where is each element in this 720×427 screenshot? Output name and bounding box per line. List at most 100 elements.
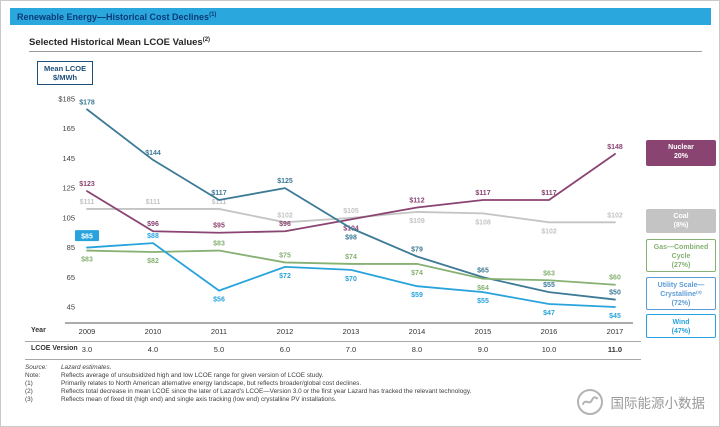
year-tick: 2011 <box>210 327 228 336</box>
year-tick: 2016 <box>540 327 558 336</box>
legend-box-coal: Coal (8%) <box>646 209 716 233</box>
point-label: $55 <box>543 282 555 289</box>
point-label: $178 <box>79 99 95 106</box>
point-label: $148 <box>607 144 623 151</box>
legend-box-gas-combined-cycle: Gas—Combined Cycle (27%) <box>646 239 716 272</box>
point-label: $96 <box>147 221 159 228</box>
point-label: $95 <box>213 223 225 230</box>
point-label: $65 <box>477 267 489 274</box>
point-label: $117 <box>475 190 490 197</box>
footnote-row: (2) Reflects total decrease in mean LCOE … <box>25 388 570 396</box>
point-label: $102 <box>541 228 557 235</box>
legend-label-line: Gas—Combined <box>653 244 709 251</box>
version-tick: 10.0 <box>541 345 557 354</box>
point-label: $72 <box>279 273 291 280</box>
series-line-gas-combined-cycle <box>86 249 616 286</box>
y-axis-tick-label: $185 <box>58 95 75 104</box>
version-tick: 6.0 <box>279 345 291 354</box>
footnote-row: Note: Reflects average of unsubsidized hi… <box>25 372 570 380</box>
legend-label-line: Crystalline⁽³⁾ <box>660 291 702 298</box>
point-label-box <box>75 230 99 242</box>
year-tick: 2009 <box>78 327 96 336</box>
point-label: $50 <box>609 290 621 297</box>
point-label: $74 <box>411 270 423 277</box>
legend-box-wind: Wind (47%) <box>646 314 716 338</box>
point-label: $83 <box>213 241 225 248</box>
year-tick: 2014 <box>408 327 426 336</box>
point-label: $60 <box>609 275 621 282</box>
header-bar: Renewable Energy—Historical Cost Decline… <box>10 8 711 25</box>
series-line-nuclear <box>86 153 616 234</box>
point-label: $109 <box>409 218 425 225</box>
version-tick: 3.0 <box>81 345 93 354</box>
footnote-label: Note: <box>25 372 41 379</box>
version-axis-label: LCOE Version <box>31 345 78 352</box>
footnote-text: Reflects average of unsubsidized high an… <box>61 372 324 379</box>
year-axis-row: Year 2009 2010 2011 2012 2013 2014 2015 2016 201… <box>1 327 719 340</box>
y-axis-tick-label: 165 <box>62 124 75 133</box>
point-label: $79 <box>411 246 423 253</box>
point-label: $102 <box>607 212 623 219</box>
version-tick: 4.0 <box>147 345 159 354</box>
chart-title: Selected Historical Mean LCOE Values(2) <box>29 37 211 49</box>
point-label: $144 <box>145 150 161 157</box>
year-tick: 2010 <box>144 327 162 336</box>
point-label: $63 <box>543 270 555 277</box>
footnote-label: (2) <box>25 388 33 395</box>
y-axis-unit-line2: $/MWh <box>52 73 78 82</box>
y-axis-unit-box: Mean LCOE $/MWh <box>37 61 94 85</box>
point-label: $123 <box>79 181 95 188</box>
footnote-row: Source: Lazard estimates. <box>25 364 570 372</box>
footnote-text: Reflects mean of fixed tilt (high end) a… <box>61 396 337 403</box>
watermark-logo-icon <box>576 389 603 415</box>
y-axis-tick-label: 65 <box>67 273 75 282</box>
footnote-label: (3) <box>25 396 33 403</box>
point-label: $96 <box>279 221 291 228</box>
year-tick: 2015 <box>474 327 492 336</box>
point-label: $83 <box>81 257 93 264</box>
footnote-label: (1) <box>25 380 33 387</box>
legend-label-line: Nuclear <box>668 144 694 151</box>
legend-label-line: (27%) <box>671 262 691 269</box>
point-label: $117 <box>541 190 556 197</box>
y-axis-tick-label: 45 <box>67 303 75 312</box>
point-label: $56 <box>213 297 225 304</box>
footnote-text: Primarily relates to North American alte… <box>61 380 362 387</box>
watermark-text: 国际能源小数据 <box>610 396 706 411</box>
point-label: $102 <box>277 212 293 219</box>
point-label: $70 <box>345 276 357 283</box>
point-label: $45 <box>609 313 621 320</box>
legend-label-line: Coal <box>673 213 689 220</box>
point-label: $64 <box>477 285 489 292</box>
version-tick: 9.0 <box>477 345 489 354</box>
point-label: $117 <box>211 190 226 197</box>
legend-label-line: Utility Scale— <box>657 282 705 289</box>
year-axis-label: Year <box>31 327 46 334</box>
point-label: $98 <box>345 234 357 241</box>
title-divider <box>29 51 702 52</box>
version-axis-row: LCOE Version 3.0 4.0 5.0 6.0 7.0 8.0 9.0 10.0 11… <box>1 345 719 358</box>
y-axis-tick-label: 85 <box>67 243 75 252</box>
year-tick: 2017 <box>606 327 624 336</box>
legend-label-line: (47%) <box>671 328 691 335</box>
point-label: $111 <box>80 199 95 206</box>
point-label: $47 <box>543 310 555 317</box>
point-label: $108 <box>475 219 491 226</box>
version-tick: 7.0 <box>345 345 357 354</box>
version-tick: 8.0 <box>411 345 423 354</box>
y-axis-unit-line1: Mean LCOE <box>44 64 87 73</box>
legend-label-line: (72%) <box>671 300 691 307</box>
footnote-text: Lazard estimates. <box>61 364 112 371</box>
footnote-row: (3) Reflects mean of fixed tilt (high end… <box>25 396 570 404</box>
y-axis-tick-label: 105 <box>62 213 75 222</box>
point-label: $75 <box>279 252 291 259</box>
legend-label-line: 20% <box>673 153 688 160</box>
point-label: $74 <box>345 254 357 261</box>
version-tick: 11.0 <box>607 345 623 354</box>
point-label: $55 <box>477 298 489 305</box>
footnotes: Source: Lazard estimates. Note: Reflects av… <box>25 364 570 404</box>
point-label: $59 <box>411 292 423 299</box>
point-label: $111 <box>212 199 227 206</box>
row-divider <box>25 341 641 342</box>
